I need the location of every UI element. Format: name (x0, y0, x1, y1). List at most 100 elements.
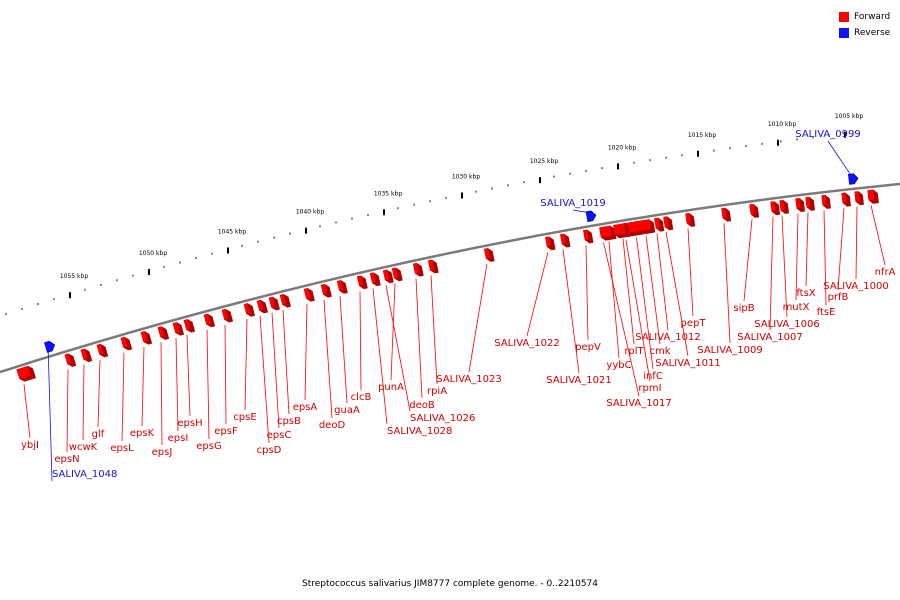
leader-line (141, 347, 145, 427)
gene-label-rpia: rpiA (427, 386, 447, 397)
gene-arrow (44, 340, 56, 353)
leader-line (244, 319, 248, 411)
gene-body (795, 198, 801, 209)
gene-body (841, 192, 847, 204)
gene-label-cmk: cmk (649, 346, 670, 357)
gene-label-saliva-1019: SALIVA_1019 (540, 198, 605, 209)
leader-line (385, 285, 411, 412)
gene-body (779, 200, 785, 211)
gene-body (16, 365, 31, 380)
forward-swatch (839, 11, 849, 22)
gene-body (120, 336, 128, 348)
gene-label-puna: punA (378, 382, 404, 393)
gene-label-glf: glf (92, 429, 105, 440)
leader-line (665, 231, 689, 357)
gene-label-saliva-1028: SALIVA_1028 (387, 426, 452, 437)
gene-cmk (641, 219, 656, 234)
leader-line (160, 342, 163, 446)
gene-label-epsg: epsG (196, 441, 221, 452)
leader-line (837, 208, 845, 291)
gene-body (821, 194, 827, 206)
gene-body (320, 283, 328, 295)
scale-ticks: 1005 kbp 1010 kbp 1015 kbp 1020 kbp 1025 kbp… (5, 113, 863, 316)
gene-arrow (585, 210, 597, 223)
gene-rplt (620, 223, 631, 238)
leader-line (608, 241, 620, 359)
gene-ftse (821, 194, 831, 209)
gene-body (484, 248, 490, 259)
leader-line (622, 238, 635, 345)
gene-pepv (583, 229, 594, 244)
gene-body (770, 201, 776, 212)
leader-line (827, 140, 852, 176)
gene-body (64, 353, 72, 365)
leader-line (562, 249, 580, 374)
gene-body (382, 269, 389, 281)
gene-label-epsn: epsN (54, 454, 79, 465)
leader-line (82, 364, 85, 441)
gene-saliva-1028 (369, 272, 381, 287)
leader-line (224, 324, 227, 425)
gene-puna (391, 267, 403, 282)
gene-label-ybji: ybjI (21, 440, 39, 451)
gene-label-deob: deoB (409, 400, 435, 411)
gene-body (203, 313, 211, 325)
leader-line (121, 352, 125, 442)
scale-tick-label: 1025 kbp (530, 158, 558, 165)
gene-body (560, 233, 566, 245)
leader-line (769, 216, 774, 331)
gene-label-deod: deoD (319, 420, 346, 431)
gene-body (685, 213, 691, 224)
gene-label-saliva-1011: SALIVA_1011 (655, 358, 720, 369)
gene-label-cpsd: cpsD (257, 445, 282, 456)
leader-line (206, 329, 210, 440)
leader-line (625, 239, 651, 382)
gene-features (16, 173, 879, 382)
gene-body (356, 275, 364, 287)
gene-epsi (172, 322, 185, 336)
gene-label-epsj: epsJ (152, 447, 173, 458)
gene-saliva-1011 (663, 216, 674, 231)
gene-body (183, 319, 191, 330)
gene-saliva-1021 (560, 233, 571, 248)
gene-saliva-1026 (382, 269, 394, 284)
gene-arrow (848, 173, 859, 185)
label-leader-lines (23, 140, 886, 482)
leader-line (97, 359, 101, 428)
gene-label-ftse: ftsE (817, 307, 836, 318)
scale-tick-label: 1020 kbp (608, 144, 636, 151)
gene-label-epsc: epsC (267, 430, 292, 441)
leader-line (66, 369, 69, 453)
leader-line (372, 288, 388, 425)
gene-label-saliva-1026: SALIVA_1026 (410, 413, 475, 424)
gene-label-cpsb: cpsB (277, 416, 301, 427)
gene-guaa (336, 280, 348, 294)
gene-label-infc: infC (643, 371, 663, 382)
gene-saliva-1012 (654, 217, 665, 232)
leader-line (636, 237, 654, 370)
gene-body (663, 216, 669, 227)
leader-line (823, 210, 827, 306)
gene-body (279, 294, 287, 305)
scale-tick-label: 1050 kbp (139, 250, 167, 257)
leader-line (781, 215, 788, 318)
gene-label-saliva-1000: SALIVA_1000 (823, 281, 888, 292)
gene-saliva-1000 (854, 191, 864, 206)
gene-label-saliva-1023: SALIVA_1023 (436, 374, 501, 385)
gene-label-mutx: mutX (783, 302, 810, 313)
leader-line (47, 343, 53, 482)
leader-line (645, 235, 661, 345)
gene-saliva-0999 (848, 173, 859, 185)
leader-line (175, 338, 179, 432)
gene-yybc (606, 225, 617, 240)
gene-deob (412, 262, 424, 277)
gene-body (80, 348, 88, 360)
gene-body (629, 220, 644, 233)
gene-body (221, 308, 229, 320)
gene-label-clcb: clcB (351, 392, 372, 403)
leader-line (855, 206, 858, 280)
gene-epsc (268, 296, 280, 311)
gene-label-saliva-1022: SALIVA_1022 (494, 338, 559, 349)
